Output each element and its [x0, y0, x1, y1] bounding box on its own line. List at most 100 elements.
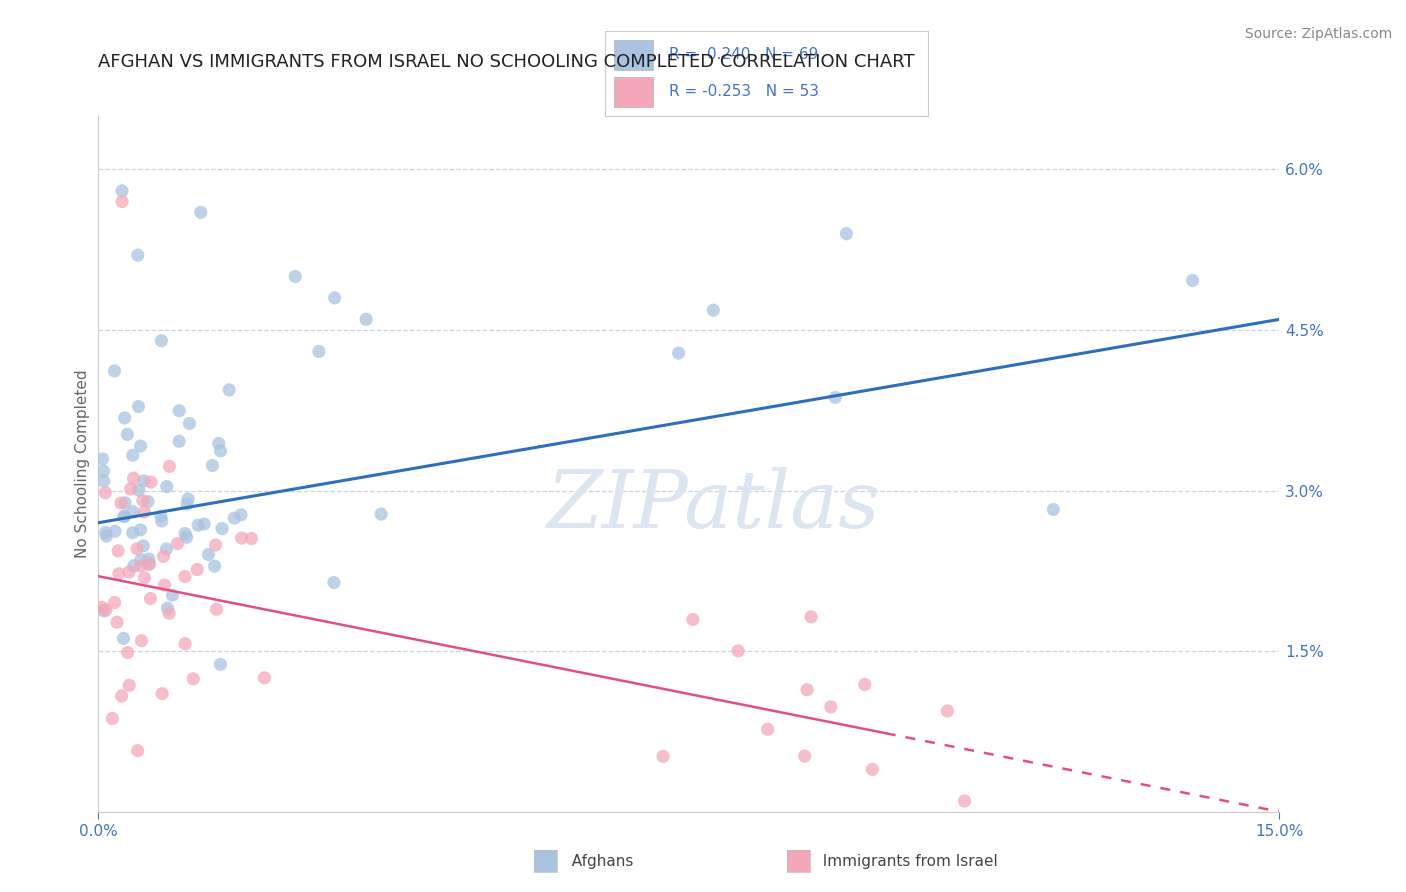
- Point: [129, 439, 152, 453]
- Point: [127, 744, 149, 758]
- Y-axis label: No Schooling Completed: No Schooling Completed: [75, 369, 90, 558]
- Point: [652, 749, 675, 764]
- Point: [240, 532, 263, 546]
- Point: [860, 763, 883, 777]
- Point: [354, 312, 377, 326]
- Point: [91, 451, 114, 466]
- Point: [156, 601, 179, 615]
- FancyBboxPatch shape: [614, 77, 652, 108]
- Point: [1042, 502, 1064, 516]
- Point: [122, 558, 145, 573]
- Point: [174, 569, 197, 583]
- Point: [132, 493, 155, 508]
- Point: [793, 749, 815, 764]
- Point: [322, 575, 344, 590]
- Point: [129, 558, 152, 573]
- Point: [121, 505, 143, 519]
- Point: [118, 565, 141, 579]
- Point: [155, 541, 177, 556]
- Point: [323, 291, 346, 305]
- Point: [136, 494, 159, 508]
- Point: [129, 553, 152, 567]
- Point: [127, 541, 149, 556]
- Point: [756, 723, 779, 737]
- Point: [162, 588, 184, 602]
- Point: [138, 557, 160, 571]
- Point: [111, 689, 134, 703]
- Point: [132, 539, 155, 553]
- Text: R = -0.253   N = 53: R = -0.253 N = 53: [669, 84, 820, 99]
- Point: [128, 483, 150, 497]
- Point: [174, 526, 197, 541]
- Point: [205, 602, 228, 616]
- Point: [157, 459, 180, 474]
- Point: [224, 511, 246, 525]
- Point: [953, 794, 976, 808]
- Point: [132, 474, 155, 488]
- Text: ZIPatlas: ZIPatlas: [546, 467, 879, 544]
- Point: [107, 544, 129, 558]
- Point: [138, 552, 160, 566]
- Point: [121, 525, 143, 540]
- Point: [104, 524, 127, 539]
- Point: [120, 482, 142, 496]
- Point: [117, 646, 139, 660]
- Point: [90, 600, 112, 615]
- Point: [181, 672, 204, 686]
- Point: [111, 184, 134, 198]
- Point: [820, 699, 842, 714]
- Point: [127, 248, 149, 262]
- Point: [138, 558, 160, 572]
- Point: [93, 604, 115, 618]
- Point: [108, 566, 131, 581]
- Point: [167, 403, 190, 417]
- Point: [150, 687, 173, 701]
- Point: [702, 303, 724, 318]
- Point: [209, 657, 232, 672]
- Point: [152, 549, 174, 564]
- Point: [204, 538, 226, 552]
- Point: [94, 525, 117, 540]
- Text: Afghans: Afghans: [562, 854, 634, 869]
- Point: [201, 458, 224, 473]
- Point: [936, 704, 959, 718]
- Point: [197, 548, 219, 562]
- Point: [853, 677, 876, 691]
- Point: [94, 485, 117, 500]
- Point: [114, 496, 136, 510]
- FancyBboxPatch shape: [614, 40, 652, 70]
- Point: [131, 633, 153, 648]
- Point: [110, 496, 132, 510]
- Point: [129, 523, 152, 537]
- Point: [93, 474, 115, 488]
- Point: [179, 417, 201, 431]
- Point: [174, 637, 197, 651]
- Point: [139, 591, 162, 606]
- Point: [308, 344, 330, 359]
- Point: [150, 514, 173, 528]
- Point: [134, 571, 156, 585]
- Point: [209, 443, 232, 458]
- Point: [796, 682, 818, 697]
- Point: [835, 227, 858, 241]
- Point: [166, 536, 188, 550]
- Point: [111, 194, 134, 209]
- Text: Immigrants from Israel: Immigrants from Israel: [813, 854, 997, 869]
- Point: [193, 516, 215, 531]
- Point: [186, 562, 208, 576]
- Point: [139, 475, 162, 489]
- Point: [727, 644, 749, 658]
- Point: [128, 400, 150, 414]
- Point: [176, 497, 198, 511]
- Point: [157, 607, 180, 621]
- Point: [150, 509, 173, 524]
- Text: Source: ZipAtlas.com: Source: ZipAtlas.com: [1244, 27, 1392, 41]
- Point: [118, 678, 141, 692]
- Point: [370, 507, 392, 521]
- Point: [176, 530, 198, 544]
- Point: [117, 427, 139, 442]
- Point: [211, 522, 233, 536]
- Point: [682, 612, 704, 626]
- Point: [204, 559, 226, 574]
- Point: [187, 518, 209, 533]
